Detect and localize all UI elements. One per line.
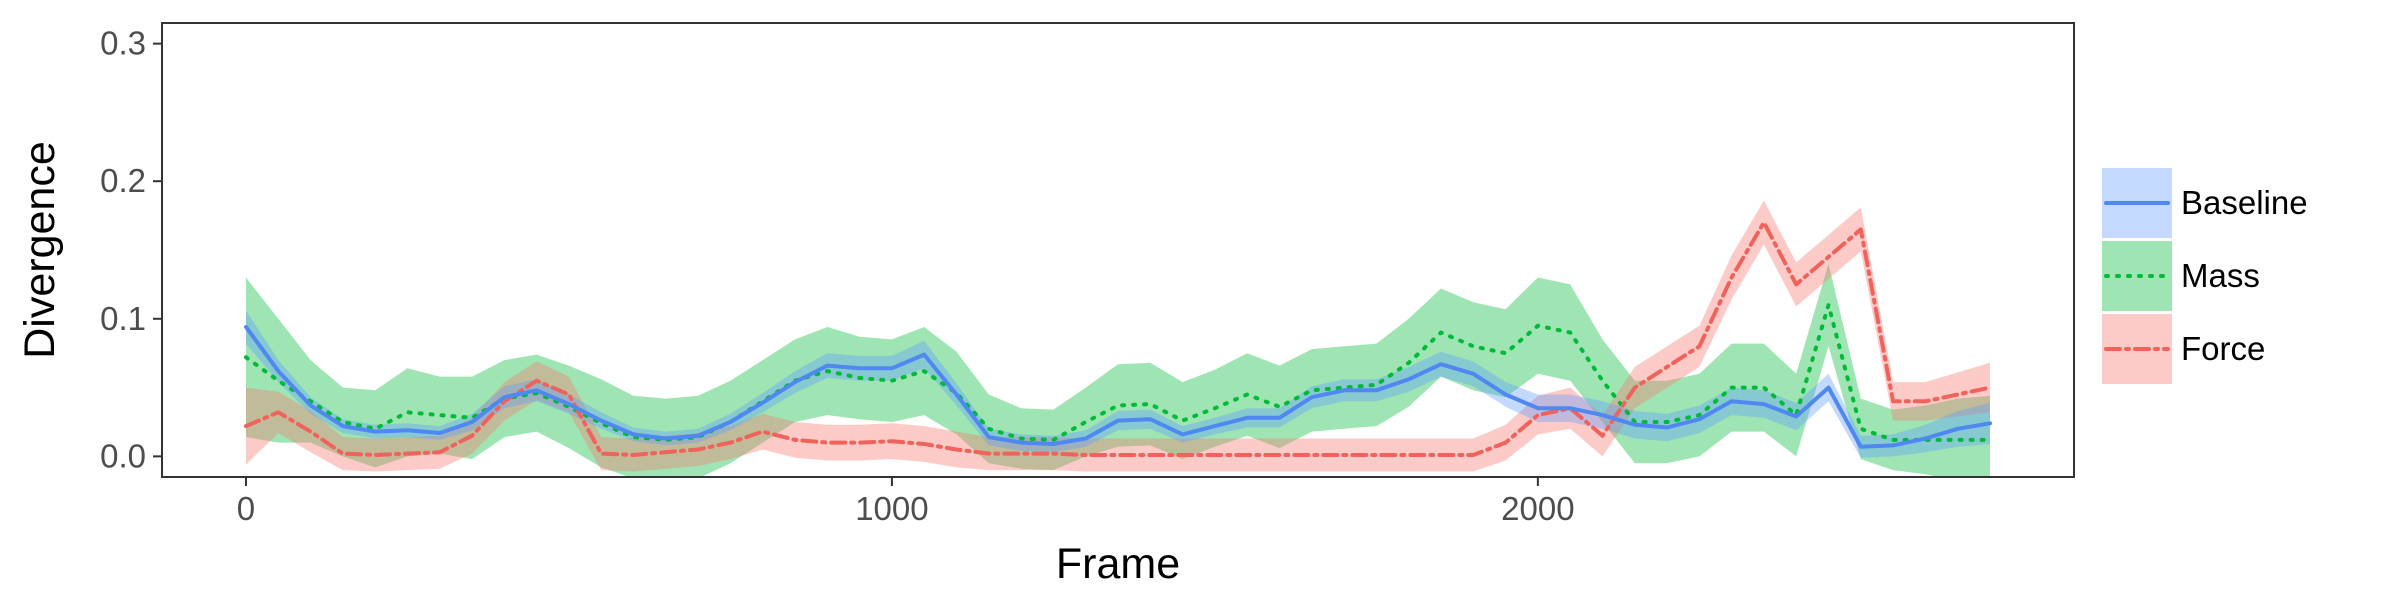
x-tick-label: 1000	[855, 490, 928, 527]
plot-background	[162, 23, 2074, 477]
confidence-bands	[246, 200, 1990, 477]
x-axis-title: Frame	[1056, 540, 1180, 588]
y-axis: 0.0 0.1 0.2 0.3	[100, 25, 162, 474]
line-mass	[244, 303, 1992, 442]
band-force	[246, 200, 1990, 472]
y-tick-label: 0.3	[100, 25, 146, 62]
legend-label: Baseline	[2181, 184, 2308, 221]
line-force	[244, 220, 1992, 457]
y-tick-label: 0.2	[100, 162, 146, 199]
legend: Baseline Mass Force	[2102, 168, 2308, 384]
y-tick-label: 0.1	[100, 300, 146, 337]
line-baseline	[244, 325, 1992, 449]
legend-label: Mass	[2181, 257, 2260, 294]
x-tick-label: 0	[237, 490, 255, 527]
plot-border	[161, 22, 2075, 478]
legend-item-baseline: Baseline	[2102, 168, 2308, 238]
y-tick-label: 0.0	[100, 437, 146, 474]
band-mass	[246, 263, 1990, 477]
legend-item-force: Force	[2102, 314, 2265, 384]
x-axis: 0 1000 2000	[237, 477, 1575, 527]
band-baseline	[246, 310, 1990, 458]
series-lines	[244, 220, 1992, 457]
y-axis-title: Divergence	[16, 141, 64, 359]
legend-label: Force	[2181, 330, 2265, 367]
legend-item-mass: Mass	[2102, 241, 2260, 311]
x-tick-label: 2000	[1501, 490, 1574, 527]
